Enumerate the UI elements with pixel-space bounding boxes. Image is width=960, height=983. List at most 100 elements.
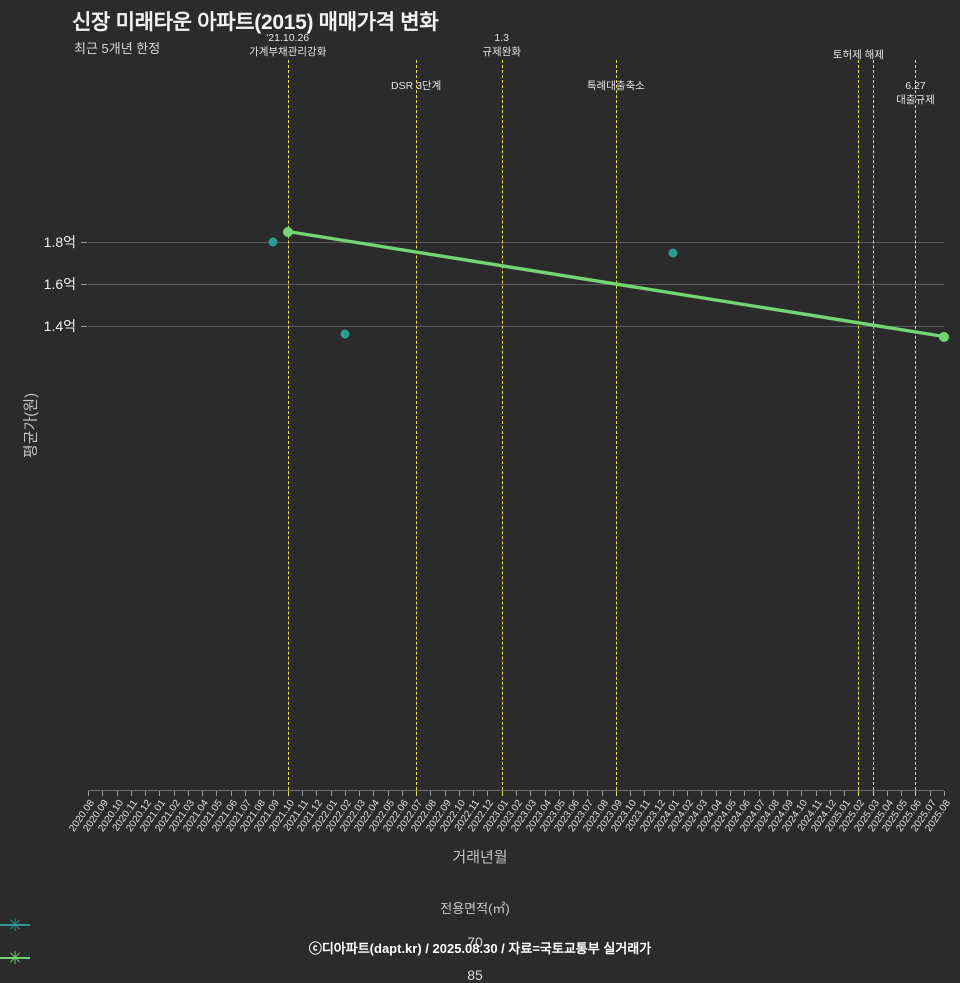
x-tick-mark [487, 791, 489, 796]
x-tick-mark [915, 791, 917, 796]
x-tick-mark [715, 791, 717, 796]
x-tick-mark [116, 791, 118, 796]
y-tick-mark [81, 284, 87, 285]
x-tick-mark [173, 791, 175, 796]
x-tick-mark [829, 791, 831, 796]
x-tick-mark [287, 791, 289, 796]
x-tick-mark [701, 791, 703, 796]
x-tick-mark [344, 791, 346, 796]
x-tick-mark [815, 791, 817, 796]
x-tick-mark [88, 791, 89, 796]
x-tick-mark [544, 791, 546, 796]
x-tick-mark [416, 791, 418, 796]
x-tick-mark [573, 791, 575, 796]
y-gridline [88, 242, 944, 243]
data-point-70 [668, 248, 678, 257]
x-tick-mark [730, 791, 731, 796]
x-tick-mark [858, 791, 860, 796]
x-tick-mark [516, 791, 517, 796]
x-tick-mark [102, 791, 104, 796]
y-gridline [88, 284, 944, 285]
x-tick-mark [558, 791, 560, 796]
x-tick-mark [244, 791, 246, 796]
x-tick-mark [929, 791, 931, 796]
x-tick-mark [473, 791, 475, 796]
x-axis-line [88, 790, 944, 791]
y-gridline [88, 326, 944, 327]
y-tick-label: 1.8억 [43, 234, 76, 250]
event-annotation: DSR 3단계 [391, 80, 442, 92]
event-vline [501, 60, 503, 790]
data-point-85 [282, 226, 293, 237]
x-tick-mark [687, 791, 689, 796]
x-tick-mark [259, 791, 261, 796]
x-tick-mark [230, 791, 232, 796]
y-tick-label: 1.4억 [43, 318, 76, 334]
y-tick-mark [81, 326, 87, 327]
event-vline [858, 60, 860, 790]
x-tick-mark [302, 791, 303, 796]
x-tick-mark [159, 791, 161, 796]
event-vline [287, 60, 289, 790]
svg-text:✳: ✳ [7, 915, 22, 935]
x-tick-mark [630, 791, 632, 796]
plot-area [81, 60, 949, 796]
x-tick-mark [587, 791, 589, 796]
event-vline [872, 60, 874, 790]
x-tick-mark [801, 791, 803, 796]
x-tick-mark [273, 791, 275, 796]
x-tick-mark [901, 791, 903, 796]
x-tick-mark [844, 791, 846, 796]
y-axis-label: 평균가(원) [22, 392, 40, 459]
data-point-70 [340, 329, 350, 339]
legend-label: 70 [467, 933, 483, 950]
x-tick-mark [330, 791, 332, 796]
chart-container: 신장 미래타운 아파트(2015) 매매가격 변화 최근 5개년 한정 평균가(… [0, 11, 960, 983]
event-annotation: 1.3 규제완화 [482, 32, 522, 59]
series-line-85 [287, 229, 945, 339]
x-tick-mark [615, 791, 617, 796]
x-tick-mark [458, 791, 460, 796]
x-tick-mark [202, 791, 204, 796]
x-tick-mark [644, 791, 646, 796]
x-tick-mark [758, 791, 760, 796]
legend-entry-70[interactable]: ✳ 70 [0, 915, 960, 950]
x-tick-mark [944, 791, 945, 796]
page-title: 신장 미래타운 아파트(2015) 매매가격 변화 [72, 11, 439, 34]
x-axis-label: 거래년월 [452, 849, 508, 866]
y-tick-label: 1.6억 [43, 276, 76, 292]
x-tick-mark [373, 791, 375, 796]
data-point-70 [268, 237, 278, 247]
series-svg [287, 229, 945, 339]
event-annotation: '21.10.26 가계부채관리강화 [249, 32, 327, 59]
x-tick-mark [530, 791, 532, 796]
x-tick-mark [430, 791, 432, 796]
footer-credit: ⓒ디아파트(dapt.kr) / 2025.08.30 / 자료=국토교통부 실… [308, 941, 652, 956]
x-tick-mark [387, 791, 389, 796]
x-tick-mark [672, 791, 674, 796]
y-tick-mark [81, 242, 87, 243]
legend-title: 전용면적(㎡) [440, 901, 510, 916]
event-annotation: 6.27 대출규제 [896, 80, 935, 107]
event-vline [416, 60, 418, 790]
x-tick-mark [401, 791, 403, 796]
x-tick-mark [772, 791, 774, 796]
data-point-85 [939, 331, 949, 342]
star-icon: ✳ [0, 915, 30, 935]
x-tick-mark [216, 791, 218, 796]
x-tick-mark [658, 791, 660, 796]
x-tick-mark [501, 791, 503, 796]
x-tick-mark [886, 791, 888, 796]
legend-label: 85 [467, 966, 483, 983]
x-tick-mark [744, 791, 746, 796]
x-tick-mark [187, 791, 189, 796]
x-tick-mark [444, 791, 446, 796]
x-tick-mark [872, 791, 874, 796]
event-vline [915, 60, 917, 790]
event-annotation: 특례대출축소 [586, 80, 645, 92]
event-annotation: 토허제 해제 [832, 49, 884, 61]
x-tick-mark [316, 791, 318, 796]
event-vline [615, 60, 617, 790]
x-tick-mark [130, 791, 132, 796]
x-tick-mark [787, 791, 789, 796]
